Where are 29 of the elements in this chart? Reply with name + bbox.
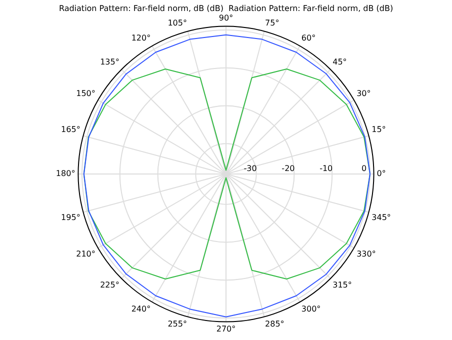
- spoke-label: 255°: [168, 320, 187, 329]
- spoke-label: 105°: [168, 18, 187, 28]
- y-tick-label: -20: [282, 164, 295, 174]
- spoke-label: 225°: [100, 280, 120, 290]
- y-tick-label: -30: [244, 164, 257, 174]
- spoke-label: 270°: [216, 324, 236, 334]
- spoke-label: 300°: [301, 304, 321, 314]
- spoke-label: 240°: [131, 304, 151, 314]
- spoke-label: 30°: [356, 88, 371, 98]
- spoke-label: 285°: [265, 320, 284, 329]
- spoke-label: 195°: [61, 212, 80, 222]
- spoke-label: 165°: [61, 125, 80, 134]
- spoke-label: 0°: [376, 169, 386, 178]
- spoke-label: 45°: [332, 58, 347, 67]
- chart-title: Radiation Pattern: Far-field norm, dB (dB) Radiation Pattern: Far-field norm, dB (dB): [58, 4, 394, 13]
- y-tick-label: -10: [320, 164, 333, 174]
- spoke-label: 210°: [76, 249, 96, 258]
- y-tick-label: 0: [361, 164, 367, 174]
- spoke-label: 150°: [76, 88, 96, 98]
- spoke-label: 135°: [100, 58, 120, 67]
- spoke-label: 90°: [218, 13, 234, 22]
- spoke-label: 345°: [372, 212, 391, 222]
- spoke-label: 15°: [372, 125, 386, 134]
- spoke-label: 60°: [301, 34, 316, 43]
- spoke-label: 180°: [56, 169, 76, 178]
- spoke-label: 315°: [332, 280, 352, 290]
- spoke-label: 75°: [265, 18, 280, 28]
- spoke-label: 120°: [131, 34, 151, 43]
- spoke-label: 330°: [356, 249, 376, 258]
